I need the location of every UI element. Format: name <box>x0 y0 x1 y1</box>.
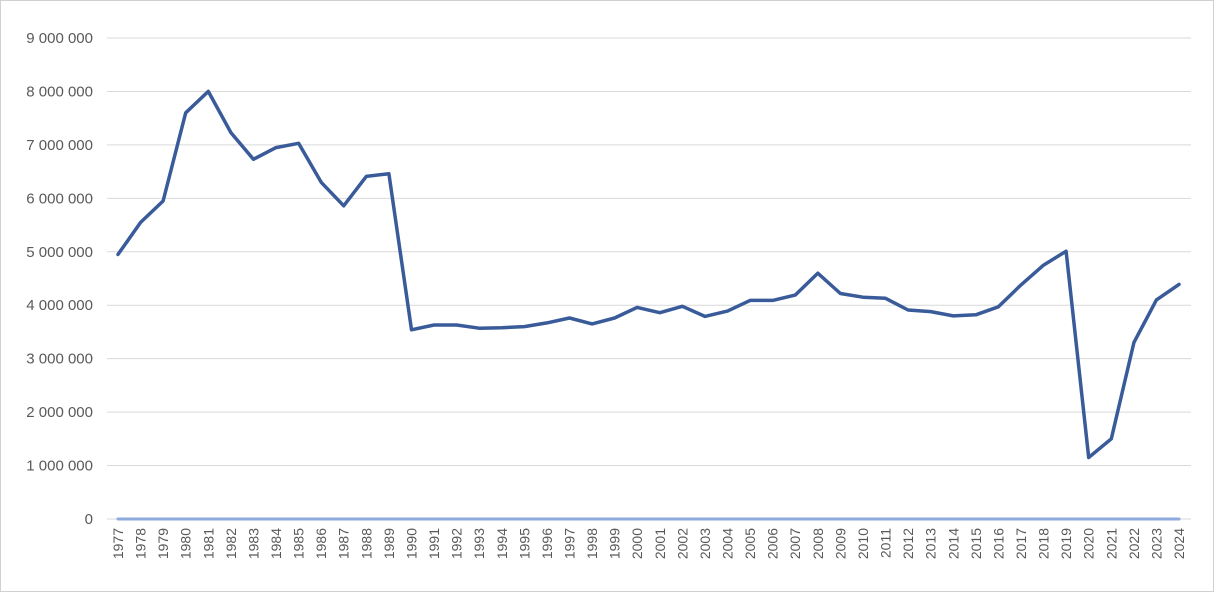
x-tick-label: 1995 <box>516 528 532 559</box>
x-tick-label: 2001 <box>652 528 668 559</box>
x-tick-label: 2022 <box>1126 528 1142 559</box>
x-tick-label: 1987 <box>336 528 352 559</box>
x-tick-label: 2016 <box>990 528 1006 559</box>
x-tick-label: 2019 <box>1058 528 1074 559</box>
x-tick-label: 1993 <box>471 528 487 559</box>
y-tick-label: 0 <box>85 511 93 528</box>
y-tick-label: 5 000 000 <box>26 244 93 261</box>
x-tick-label: 1990 <box>403 528 419 559</box>
y-tick-label: 6 000 000 <box>26 190 93 207</box>
x-tick-label: 1983 <box>245 528 261 559</box>
y-axis-ticks: 0 1 000 000 2 000 000 3 000 000 4 000 000 5 0… <box>26 30 93 528</box>
x-tick-label: 1992 <box>449 528 465 559</box>
x-tick-label: 2009 <box>832 528 848 559</box>
x-tick-label: 2002 <box>674 528 690 559</box>
x-tick-label: 1978 <box>133 528 149 559</box>
y-tick-label: 9 000 000 <box>26 30 93 47</box>
x-tick-label: 2014 <box>945 528 961 559</box>
x-tick-label: 1991 <box>426 528 442 559</box>
x-tick-label: 2000 <box>629 528 645 559</box>
x-tick-label: 1994 <box>494 528 510 559</box>
x-tick-label: 2021 <box>1103 528 1119 559</box>
x-tick-label: 2004 <box>720 528 736 559</box>
x-tick-label: 2013 <box>923 528 939 559</box>
x-tick-label: 2006 <box>765 528 781 559</box>
series-lines <box>116 89 1181 521</box>
x-tick-label: 2008 <box>810 528 826 559</box>
x-tick-label: 2003 <box>697 528 713 559</box>
x-tick-label: 2017 <box>1013 528 1029 559</box>
x-tick-label: 2011 <box>878 528 894 558</box>
x-tick-label: 2020 <box>1081 528 1097 559</box>
x-tick-label: 1996 <box>539 528 555 559</box>
x-tick-label: 2007 <box>787 528 803 559</box>
x-tick-label: 1984 <box>268 528 284 559</box>
x-tick-label: 1985 <box>291 528 307 559</box>
x-tick-label: 1988 <box>358 528 374 559</box>
x-axis-ticks: 1977 1978 1979 1980 1981 1982 1983 1984 1985 1986… <box>110 528 1187 559</box>
x-tick-label: 1997 <box>561 528 577 559</box>
x-tick-label: 1989 <box>381 528 397 559</box>
x-tick-label: 1977 <box>110 528 126 559</box>
x-tick-label: 1981 <box>200 528 216 559</box>
x-tick-label: 1998 <box>584 528 600 559</box>
x-tick-label: 2024 <box>1171 528 1187 559</box>
y-tick-label: 7 000 000 <box>26 137 93 154</box>
y-tick-label: 4 000 000 <box>26 297 93 314</box>
y-tick-label: 8 000 000 <box>26 83 93 100</box>
y-tick-label: 1 000 000 <box>26 458 93 475</box>
y-tick-label: 2 000 000 <box>26 404 93 421</box>
x-tick-label: 2010 <box>855 528 871 559</box>
x-tick-label: 2015 <box>968 528 984 559</box>
y-tick-label: 3 000 000 <box>26 351 93 368</box>
series-line-1 <box>116 89 1181 460</box>
x-tick-label: 2018 <box>1036 528 1052 559</box>
x-tick-label: 1999 <box>607 528 623 559</box>
x-tick-label: 2005 <box>742 528 758 559</box>
x-tick-label: 1980 <box>178 528 194 559</box>
x-tick-label: 2023 <box>1148 528 1164 559</box>
x-tick-label: 1986 <box>313 528 329 559</box>
x-tick-label: 1982 <box>223 528 239 559</box>
x-tick-label: 2012 <box>900 528 916 559</box>
x-tick-label: 1979 <box>155 528 171 559</box>
